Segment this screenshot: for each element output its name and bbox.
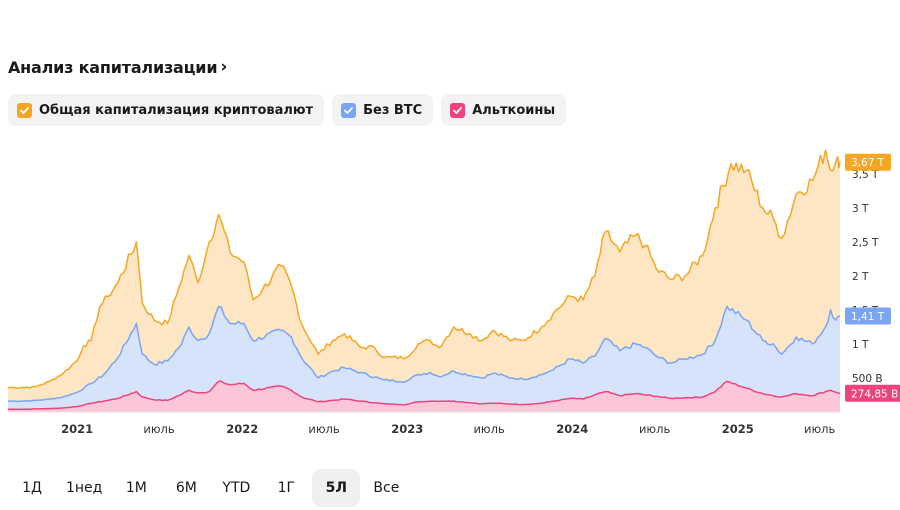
y-tick-label: 3 T [852, 203, 869, 215]
last-value-label: 3,67 T [851, 157, 885, 169]
chevron-right-icon: › [220, 57, 228, 77]
y-tick-label: 1 T [852, 339, 869, 351]
range-button-5y[interactable]: 5Л [312, 469, 361, 507]
last-value-bg [845, 384, 900, 402]
y-tick-label: 2,5 T [852, 237, 879, 249]
x-tick-label: июль [639, 422, 671, 436]
range-button-1y[interactable]: 1Г [277, 480, 296, 496]
legend-label-ex-btc: Без BTC [363, 102, 423, 118]
x-tick-label: 2025 [722, 422, 754, 436]
section-title-text: Анализ капитализации [8, 58, 218, 77]
last-value-bg [845, 307, 891, 325]
x-tick-label: июль [308, 422, 340, 436]
range-button-ytd[interactable]: YTD [222, 480, 251, 496]
x-tick-label: 2023 [391, 422, 423, 436]
last-value-label: 1,41 T [851, 311, 885, 323]
legend-toggle-ex-btc[interactable]: Без BTC [332, 94, 434, 126]
plot-area [8, 149, 841, 412]
x-tick-label: 2021 [61, 422, 93, 436]
last-value-badge-0: 3,67 T [845, 153, 891, 171]
series-line-2 [8, 380, 841, 411]
range-button-all[interactable]: Все [373, 480, 400, 496]
range-button-1d[interactable]: 1Д [22, 480, 42, 496]
series-line-1 [8, 305, 841, 403]
x-tick-label: июль [804, 422, 836, 436]
check-icon [17, 102, 32, 118]
legend-label-altcoins: Альткоины [472, 102, 556, 118]
x-tick-label: июль [143, 422, 175, 436]
time-range-selector: 1Д 1нед 1М 6М YTD 1Г 5Л Все [8, 469, 410, 507]
x-tick-label: июль [473, 422, 505, 436]
range-button-6m[interactable]: 6М [175, 480, 197, 496]
last-value-badge-2: 274,85 B [845, 384, 900, 402]
last-value-label: 274,85 B [851, 388, 898, 400]
check-icon [341, 102, 357, 118]
series-line-0 [8, 149, 841, 389]
legend-label-total: Общая капитализация криптовалют [39, 102, 314, 118]
legend: Общая капитализация криптовалют Без BTC … [8, 94, 567, 126]
market-cap-chart[interactable]: 500 B1 T1,5 T2 T2,5 T3 T3,5 T2021июль202… [0, 0, 900, 450]
check-icon [450, 102, 466, 118]
legend-toggle-altcoins[interactable]: Альткоины [441, 94, 567, 126]
section-title[interactable]: Анализ капитализации › [8, 57, 228, 77]
legend-toggle-total[interactable]: Общая капитализация криптовалют [8, 94, 325, 126]
range-button-1w[interactable]: 1нед [66, 480, 103, 496]
y-tick-label: 3,5 T [852, 169, 879, 181]
x-tick-label: 2022 [226, 422, 258, 436]
x-tick-label: 2024 [556, 422, 588, 436]
last-value-bg [845, 153, 891, 171]
series-2 [8, 380, 841, 412]
series-area-2 [8, 381, 840, 412]
range-button-1m[interactable]: 1М [125, 480, 147, 496]
last-value-badge-1: 1,41 T [845, 307, 891, 325]
y-tick-label: 500 B [852, 373, 883, 385]
y-tick-label: 2 T [852, 271, 869, 283]
